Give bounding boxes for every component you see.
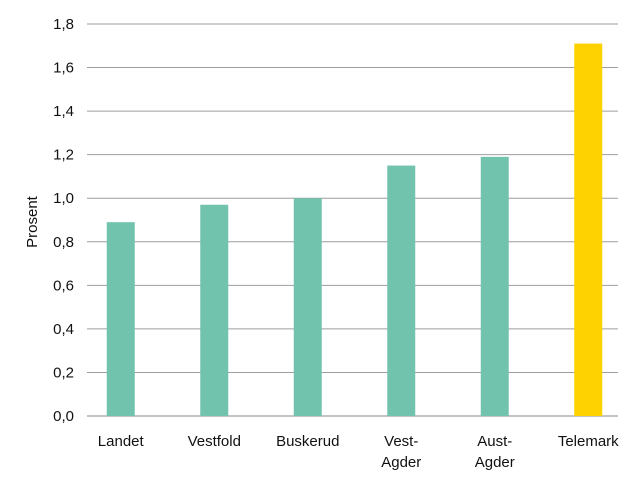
y-tick-label: 0,8 — [53, 234, 74, 251]
bar-buskerud — [293, 198, 322, 416]
x-tick-label: Buskerud — [276, 433, 339, 450]
bar-telemark — [574, 43, 603, 416]
bar-vest-agder — [387, 165, 416, 416]
bar-aust-agder — [480, 156, 509, 416]
bar-landet — [106, 222, 135, 416]
y-tick-label: 1,0 — [53, 190, 74, 207]
x-tick-label: Agder — [381, 454, 421, 471]
y-tick-label: 0,2 — [53, 364, 74, 381]
x-tick-label: Agder — [475, 454, 515, 471]
x-tick-label: Landet — [98, 433, 145, 450]
y-tick-label: 1,6 — [53, 60, 74, 77]
y-tick-label: 0,0 — [53, 408, 74, 425]
x-tick-label: Telemark — [558, 433, 619, 450]
y-tick-label: 1,4 — [53, 103, 74, 120]
x-tick-labels: Landet Vestfold Buskerud Vest- Agder Aust- Agd… — [98, 433, 619, 471]
y-tick-label: 0,6 — [53, 277, 74, 294]
bars — [106, 43, 603, 416]
x-tick-label: Aust- — [477, 433, 512, 450]
y-tick-label: 0,4 — [53, 321, 74, 338]
y-tick-label: 1,2 — [53, 147, 74, 164]
x-tick-label: Vestfold — [188, 433, 241, 450]
y-tick-label: 1,8 — [53, 16, 74, 33]
x-tick-label: Vest- — [384, 433, 418, 450]
y-axis-title: Prosent — [24, 195, 41, 248]
bar-vestfold — [200, 204, 229, 416]
y-tick-labels: 0,0 0,2 0,4 0,6 0,8 1,0 1,2 1,4 1,6 1,8 — [53, 16, 74, 425]
gridlines — [87, 23, 618, 417]
